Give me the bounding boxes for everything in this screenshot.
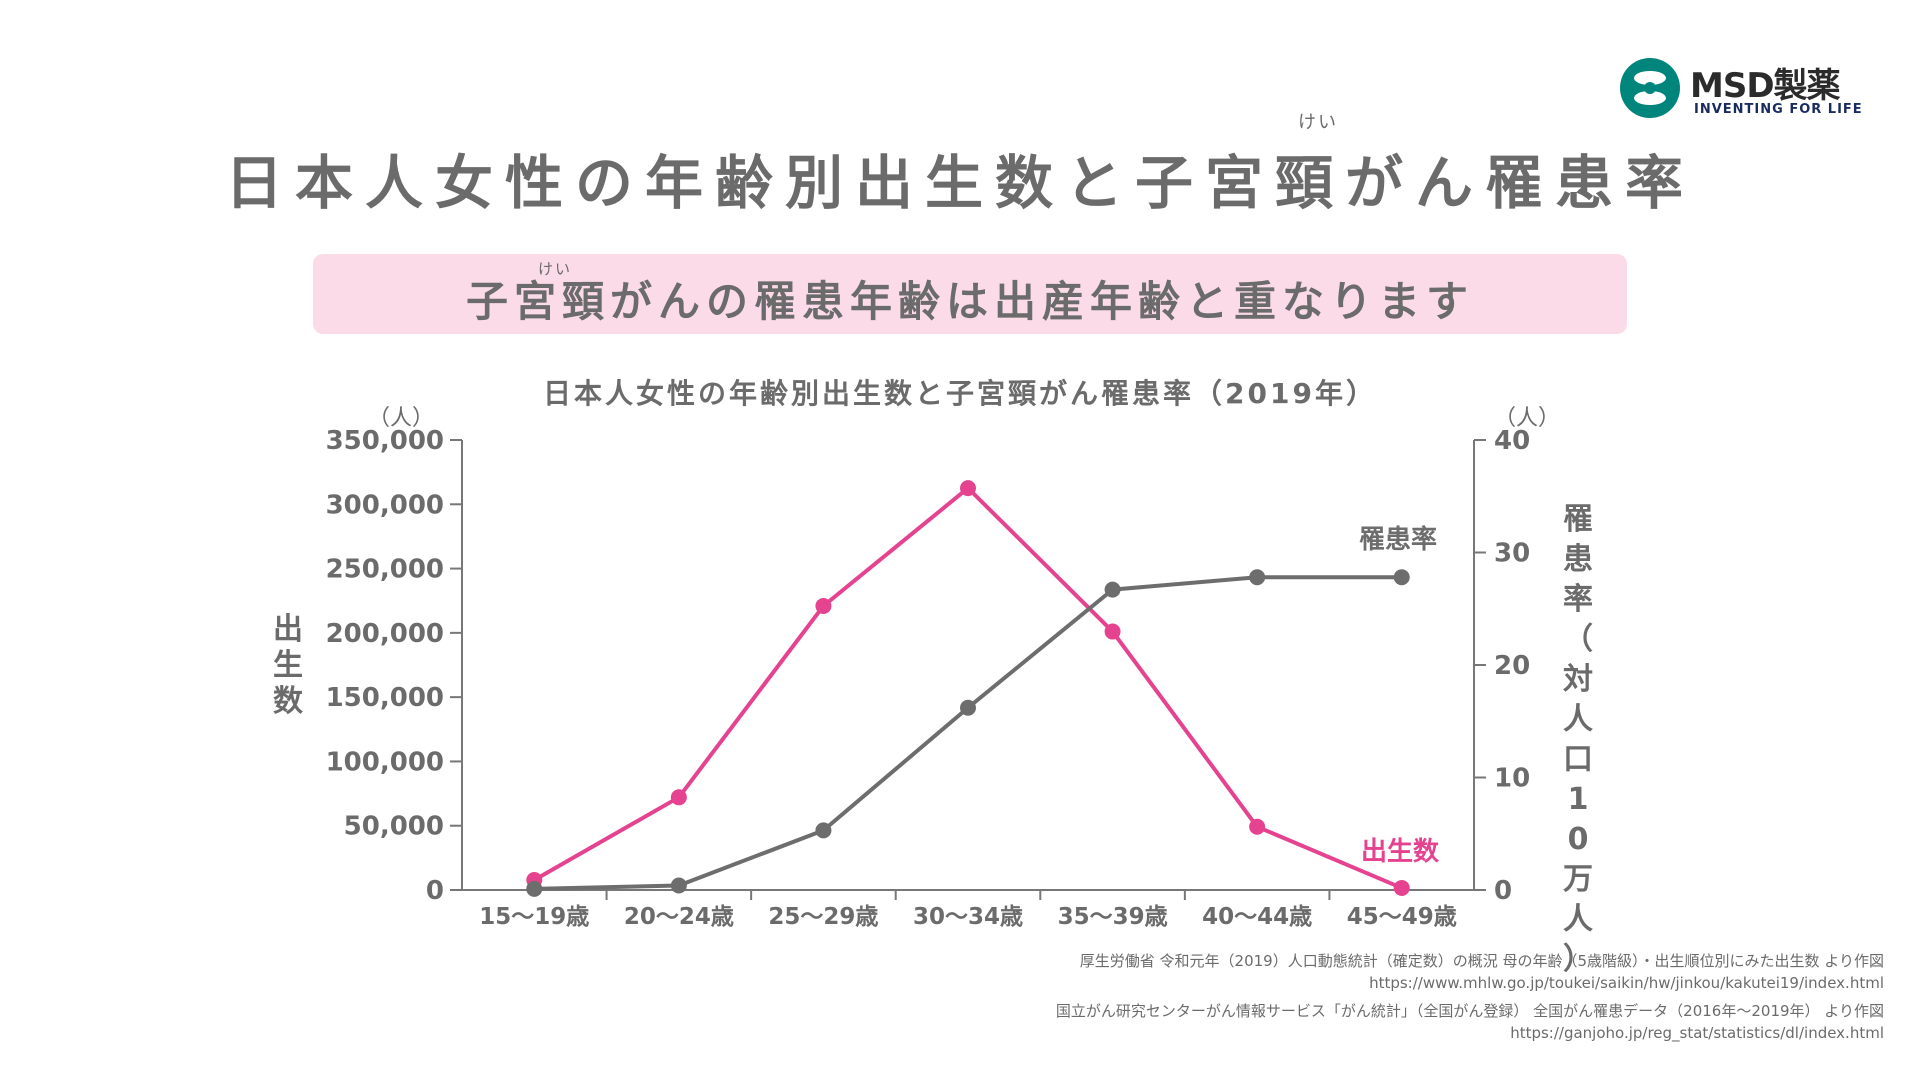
right-tick-label: 0 (1494, 876, 1512, 906)
right-axis-unit: （人） (1494, 406, 1561, 431)
data-point (815, 597, 832, 614)
x-tick-label: 15～19歳 (479, 904, 589, 930)
data-point (1249, 569, 1266, 586)
x-tick-label: 40～44歳 (1202, 904, 1312, 930)
data-point (960, 480, 976, 497)
banner-ruby: けい (538, 260, 573, 278)
source-2-text: 国立がん研究センターがん情報サービス「がん統計」（全国がん登録） 全国がん罹患デ… (1055, 1002, 1884, 1020)
right-tick-label: 20 (1494, 651, 1530, 681)
brand-tagline: INVENTING FOR LIFE (1694, 102, 1863, 117)
data-point (670, 789, 687, 806)
left-tick-label: 200,000 (326, 619, 444, 649)
left-axis-unit: （人） (368, 406, 435, 431)
chart-title: 日本人女性の年齢別出生数と子宮頸がん罹患率（2019年） (543, 377, 1377, 410)
left-tick-label: 100,000 (326, 747, 444, 777)
right-tick-label: 40 (1494, 426, 1530, 456)
data-point (1393, 569, 1410, 586)
source-2-url[interactable]: https://ganjoho.jp/reg_stat/statistics/d… (1510, 1024, 1884, 1042)
source-2: 国立がん研究センターがん情報サービス「がん統計」（全国がん登録） 全国がん罹患デ… (1056, 1000, 1884, 1044)
series-line-0 (533, 486, 1403, 890)
series-label-births: 出生数 (1361, 837, 1440, 867)
x-tick-label: 20～24歳 (624, 904, 734, 930)
data-point (670, 877, 687, 894)
source-1-text: 厚生労働省 令和元年（2019）人口動態統計（確定数）の概況 母の年齢（5歳階級… (1079, 952, 1884, 970)
right-tick-label: 30 (1494, 539, 1530, 569)
banner: 子宮頸がんの罹患年齢は出産年齢と重なります (313, 254, 1627, 334)
data-point (1104, 623, 1121, 640)
source-1-url[interactable]: https://www.mhlw.go.jp/toukei/saikin/hw/… (1369, 974, 1884, 992)
data-point (1249, 818, 1266, 835)
title-ruby: けい (1298, 112, 1338, 133)
msd-logo-icon (1620, 58, 1680, 118)
right-axis-title: 罹患率（対人口 1 0 万人） (1563, 502, 1593, 977)
data-point (526, 880, 543, 897)
left-tick-label: 350,000 (326, 426, 444, 456)
data-point (815, 822, 832, 839)
data-point (1104, 581, 1121, 598)
banner-text: 子宮頸がんの罹患年齢は出産年齢と重なります (465, 277, 1474, 326)
left-tick-label: 0 (426, 876, 444, 906)
x-tick-label: 45～49歳 (1347, 904, 1457, 930)
x-tick-label: 25～29歳 (768, 904, 878, 930)
msd-logo: MSD製薬 INVENTING FOR LIFE (1618, 52, 1878, 124)
series-label-rate: 罹患率 (1359, 524, 1437, 555)
x-tick-label: 35～39歳 (1058, 904, 1168, 930)
right-tick-label: 10 (1494, 764, 1530, 794)
source-1: 厚生労働省 令和元年（2019）人口動態統計（確定数）の概況 母の年齢（5歳階級… (1080, 950, 1884, 994)
left-tick-label: 250,000 (326, 555, 444, 585)
left-tick-label: 300,000 (326, 490, 444, 520)
page-title: 日本人女性の年齢別出生数と子宮頸がん罹患率 (224, 149, 1695, 217)
x-tick-label: 30～34歳 (913, 904, 1023, 930)
series-line-1 (534, 575, 1402, 891)
left-tick-label: 50,000 (344, 812, 444, 842)
data-point (1393, 879, 1410, 896)
left-tick-label: 150,000 (326, 683, 444, 713)
left-axis-title: 出生数 (273, 612, 303, 719)
data-point (960, 699, 976, 716)
brand-name: MSD製薬 (1690, 66, 1841, 106)
